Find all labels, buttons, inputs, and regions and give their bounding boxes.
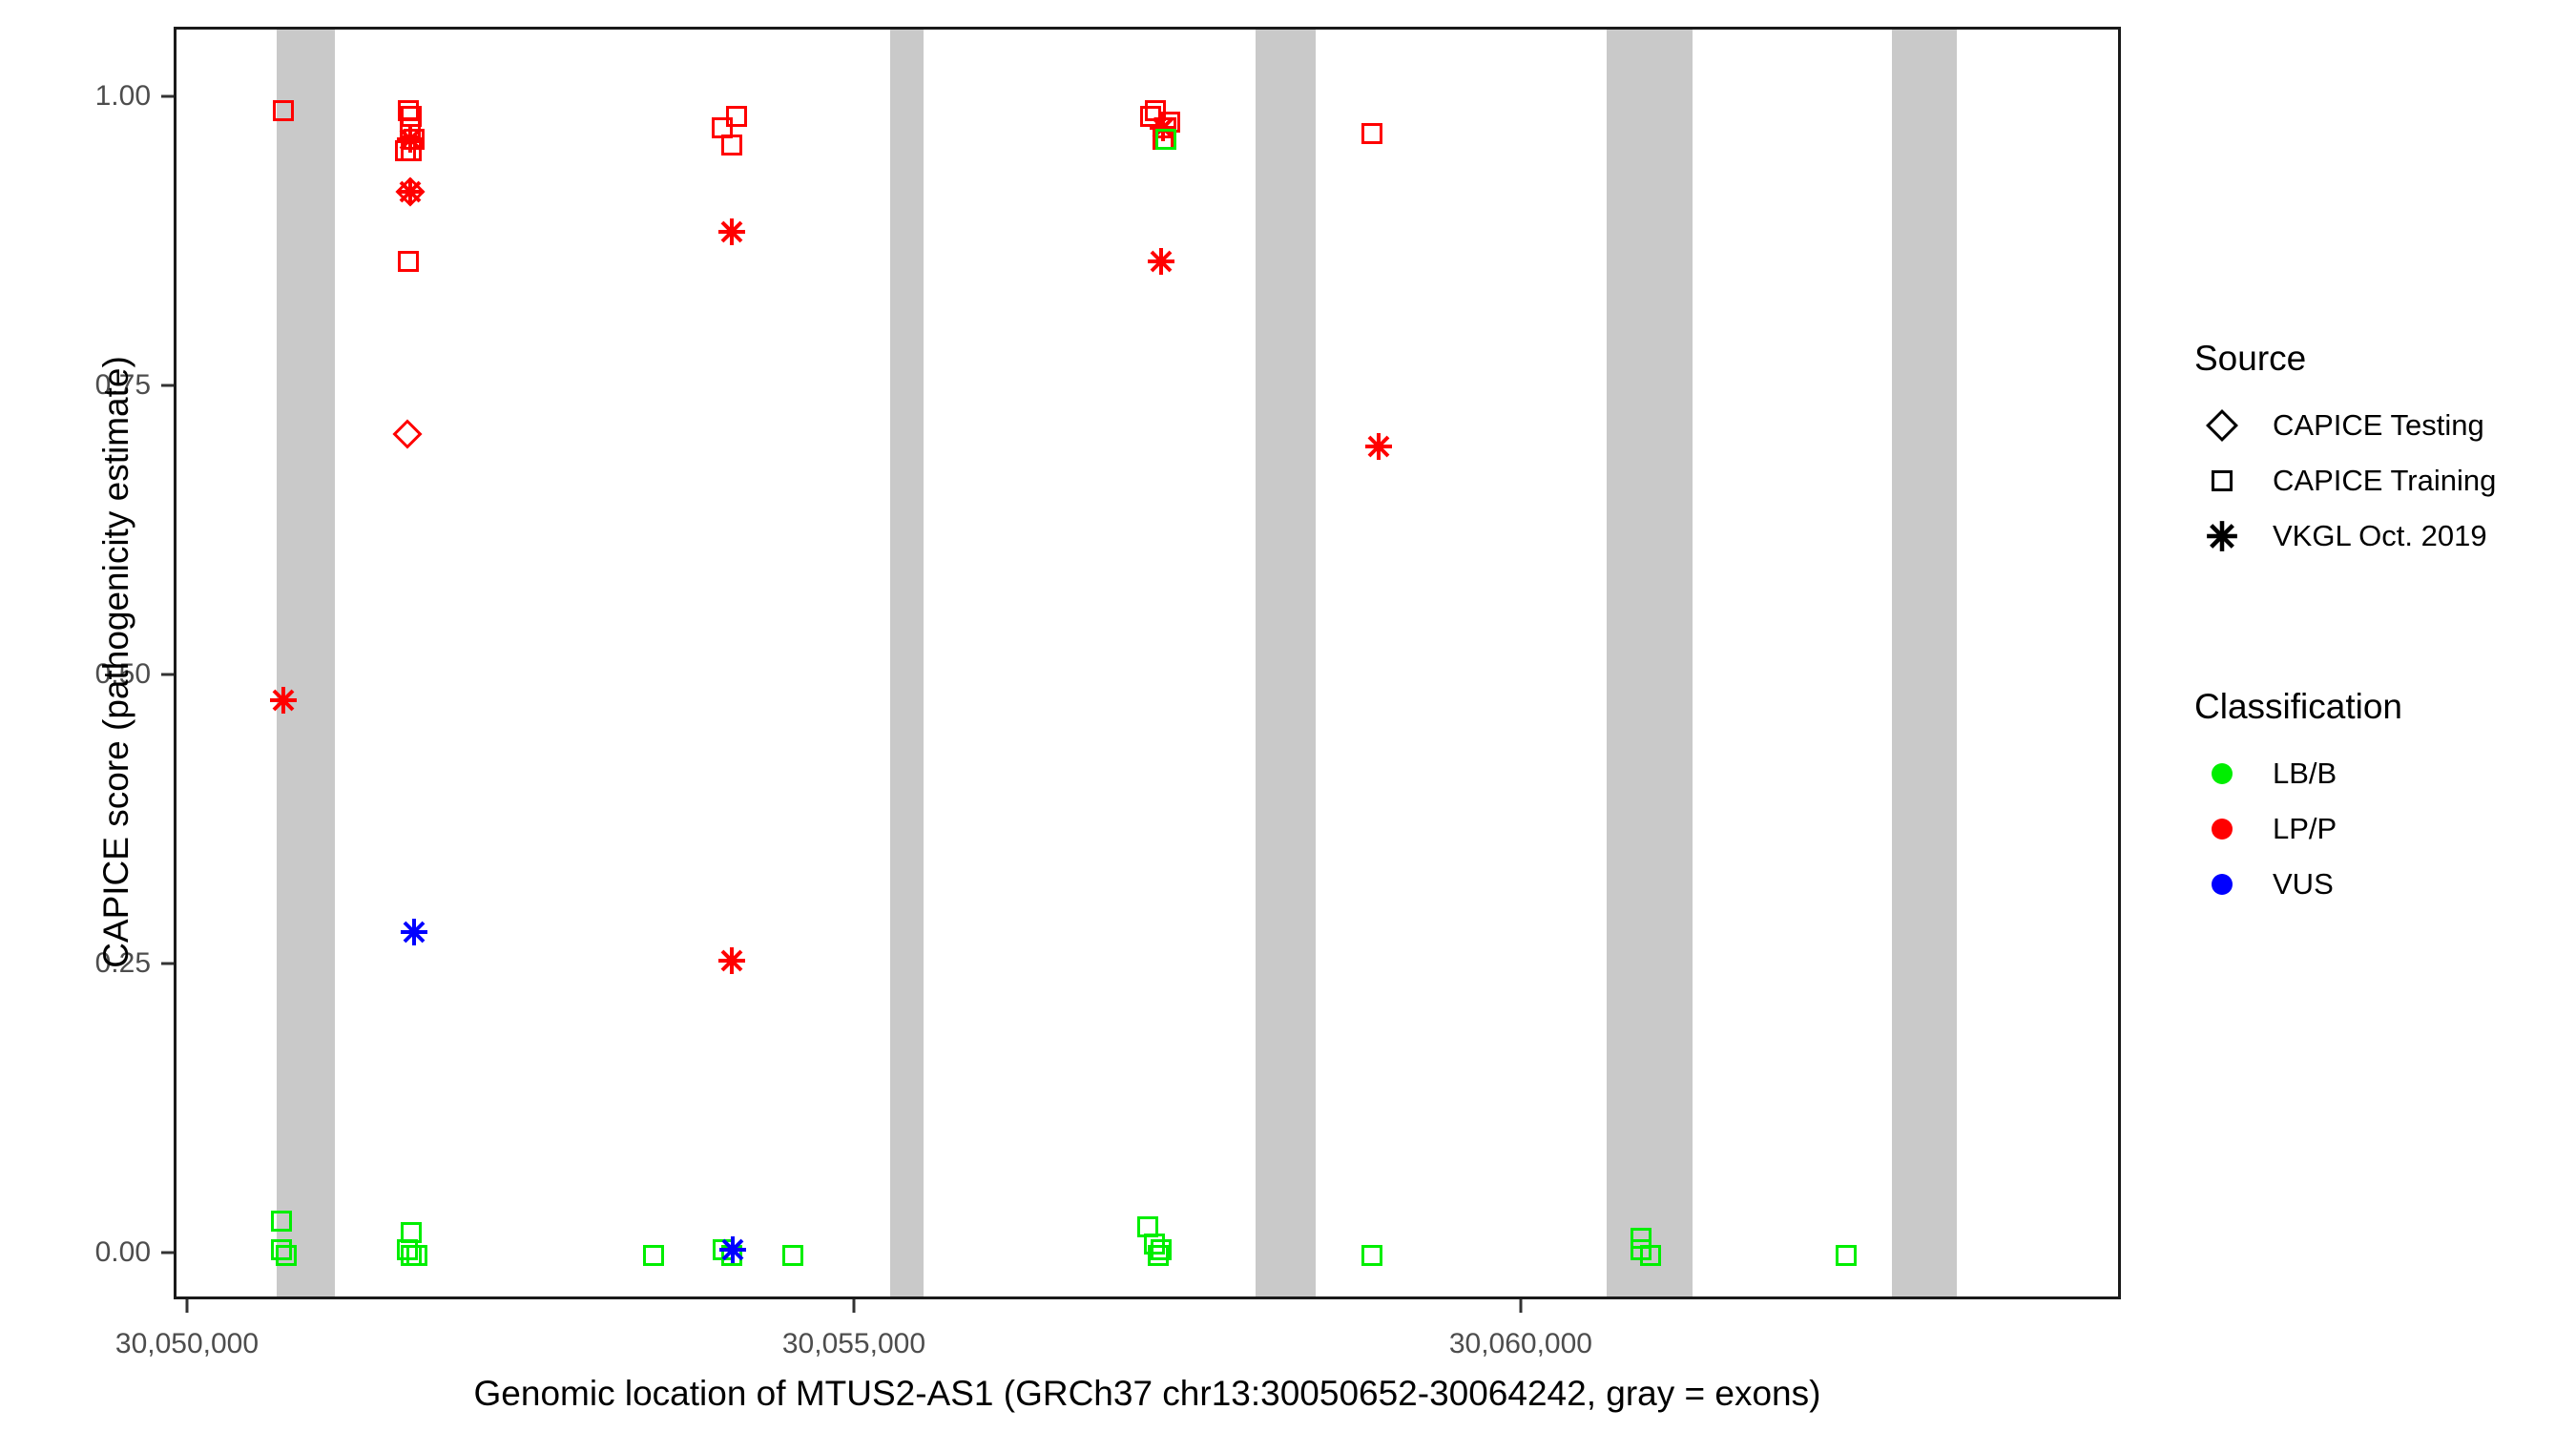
- point-marker-square: [781, 1245, 803, 1267]
- point-marker-square: [275, 1245, 297, 1267]
- point-marker-diamond: [392, 419, 423, 450]
- legend-source: Source CAPICE Testing CAPICE Training VKGL…: [2194, 339, 2496, 564]
- y-tick-label: 0.75: [94, 368, 151, 401]
- legend-source-item[interactable]: CAPICE Testing: [2194, 398, 2496, 453]
- square-icon: [2194, 453, 2250, 508]
- legend-classification-items: LB/B LP/P VUS: [2194, 746, 2402, 912]
- y-tick-mark: [161, 1251, 174, 1255]
- x-tick-mark: [185, 1299, 189, 1313]
- point-marker-asterisk: [717, 946, 746, 975]
- point-marker-square: [272, 99, 294, 121]
- y-tick-label: 1.00: [94, 79, 151, 112]
- point-marker-asterisk: [1149, 114, 1177, 142]
- exon-band: [1606, 30, 1693, 1296]
- point-marker-asterisk: [718, 1235, 747, 1264]
- exon-band: [276, 30, 336, 1296]
- legend-source-title: Source: [2194, 339, 2307, 378]
- legend-source-label: CAPICE Training: [2273, 464, 2497, 497]
- point-marker-square: [720, 135, 742, 156]
- dot-icon: [2194, 801, 2250, 857]
- x-tick-label: 30,050,000: [114, 1328, 260, 1359]
- exon-band: [1255, 30, 1316, 1296]
- diamond-icon: [2194, 398, 2250, 453]
- legend-source-item[interactable]: VKGL Oct. 2019: [2194, 508, 2496, 564]
- legend-source-label: VKGL Oct. 2019: [2273, 519, 2487, 552]
- point-marker-square: [1361, 1245, 1382, 1267]
- legend-source-item[interactable]: CAPICE Training: [2194, 453, 2496, 508]
- x-tick-mark: [852, 1299, 856, 1313]
- point-marker-asterisk: [717, 218, 746, 246]
- point-marker-square: [643, 1245, 665, 1267]
- point-marker-square: [1836, 1245, 1858, 1267]
- point-marker-square: [1639, 1245, 1661, 1267]
- y-tick-mark: [161, 384, 174, 387]
- point-marker-square: [1155, 129, 1177, 151]
- y-tick-label: 0.25: [94, 947, 151, 980]
- point-marker-square: [1150, 1239, 1172, 1261]
- legend-classification: Classification LB/B LP/P VUS: [2194, 687, 2402, 912]
- legend-classification-title: Classification: [2194, 687, 2402, 726]
- dot-icon: [2194, 746, 2250, 801]
- point-marker-square: [1143, 1234, 1165, 1255]
- x-tick-mark: [1519, 1299, 1523, 1313]
- legend-classification-label: VUS: [2273, 867, 2334, 901]
- point-marker-square: [1139, 105, 1161, 127]
- point-marker-asterisk: [269, 686, 298, 715]
- legend-classification-label: LB/B: [2273, 757, 2337, 790]
- exon-band: [889, 30, 924, 1296]
- y-tick-mark: [161, 962, 174, 965]
- dot-icon: [2194, 857, 2250, 912]
- legend-classification-item[interactable]: VUS: [2194, 857, 2402, 912]
- plot-panel: [174, 27, 2121, 1299]
- point-marker-square: [405, 1245, 427, 1267]
- point-marker-square: [1361, 123, 1382, 145]
- point-marker-square: [398, 250, 420, 272]
- asterisk-icon: [2194, 508, 2250, 564]
- point-marker-square: [271, 1239, 293, 1261]
- point-marker-square: [1147, 1245, 1169, 1267]
- point-marker-asterisk: [1364, 432, 1393, 461]
- legend-classification-label: LP/P: [2273, 812, 2337, 845]
- y-tick-mark: [161, 94, 174, 98]
- x-tick-label: 30,060,000: [1448, 1328, 1592, 1359]
- x-axis-label: Genomic location of MTUS2-AS1 (GRCh37 ch…: [473, 1374, 1821, 1413]
- legend-classification-item[interactable]: LB/B: [2194, 746, 2402, 801]
- legend-source-items: CAPICE Testing CAPICE Training VKGL Oct. 2…: [2194, 398, 2496, 564]
- point-marker-asterisk: [400, 918, 428, 946]
- legend-source-label: CAPICE Testing: [2273, 408, 2484, 442]
- point-marker-asterisk: [396, 125, 425, 154]
- x-tick-label: 30,055,000: [781, 1328, 926, 1359]
- legend-classification-item[interactable]: LP/P: [2194, 801, 2402, 857]
- y-tick-mark: [161, 673, 174, 676]
- y-tick-label: 0.50: [94, 658, 151, 691]
- point-marker-asterisk: [396, 177, 425, 206]
- point-marker-square: [271, 1211, 293, 1233]
- y-axis-label: CAPICE score (pathogenicity estimate): [96, 356, 135, 968]
- point-marker-square: [726, 105, 748, 127]
- point-marker-asterisk: [1147, 247, 1175, 276]
- y-tick-label: 0.00: [94, 1236, 151, 1269]
- point-marker-square: [401, 105, 423, 127]
- exon-band: [1891, 30, 1958, 1296]
